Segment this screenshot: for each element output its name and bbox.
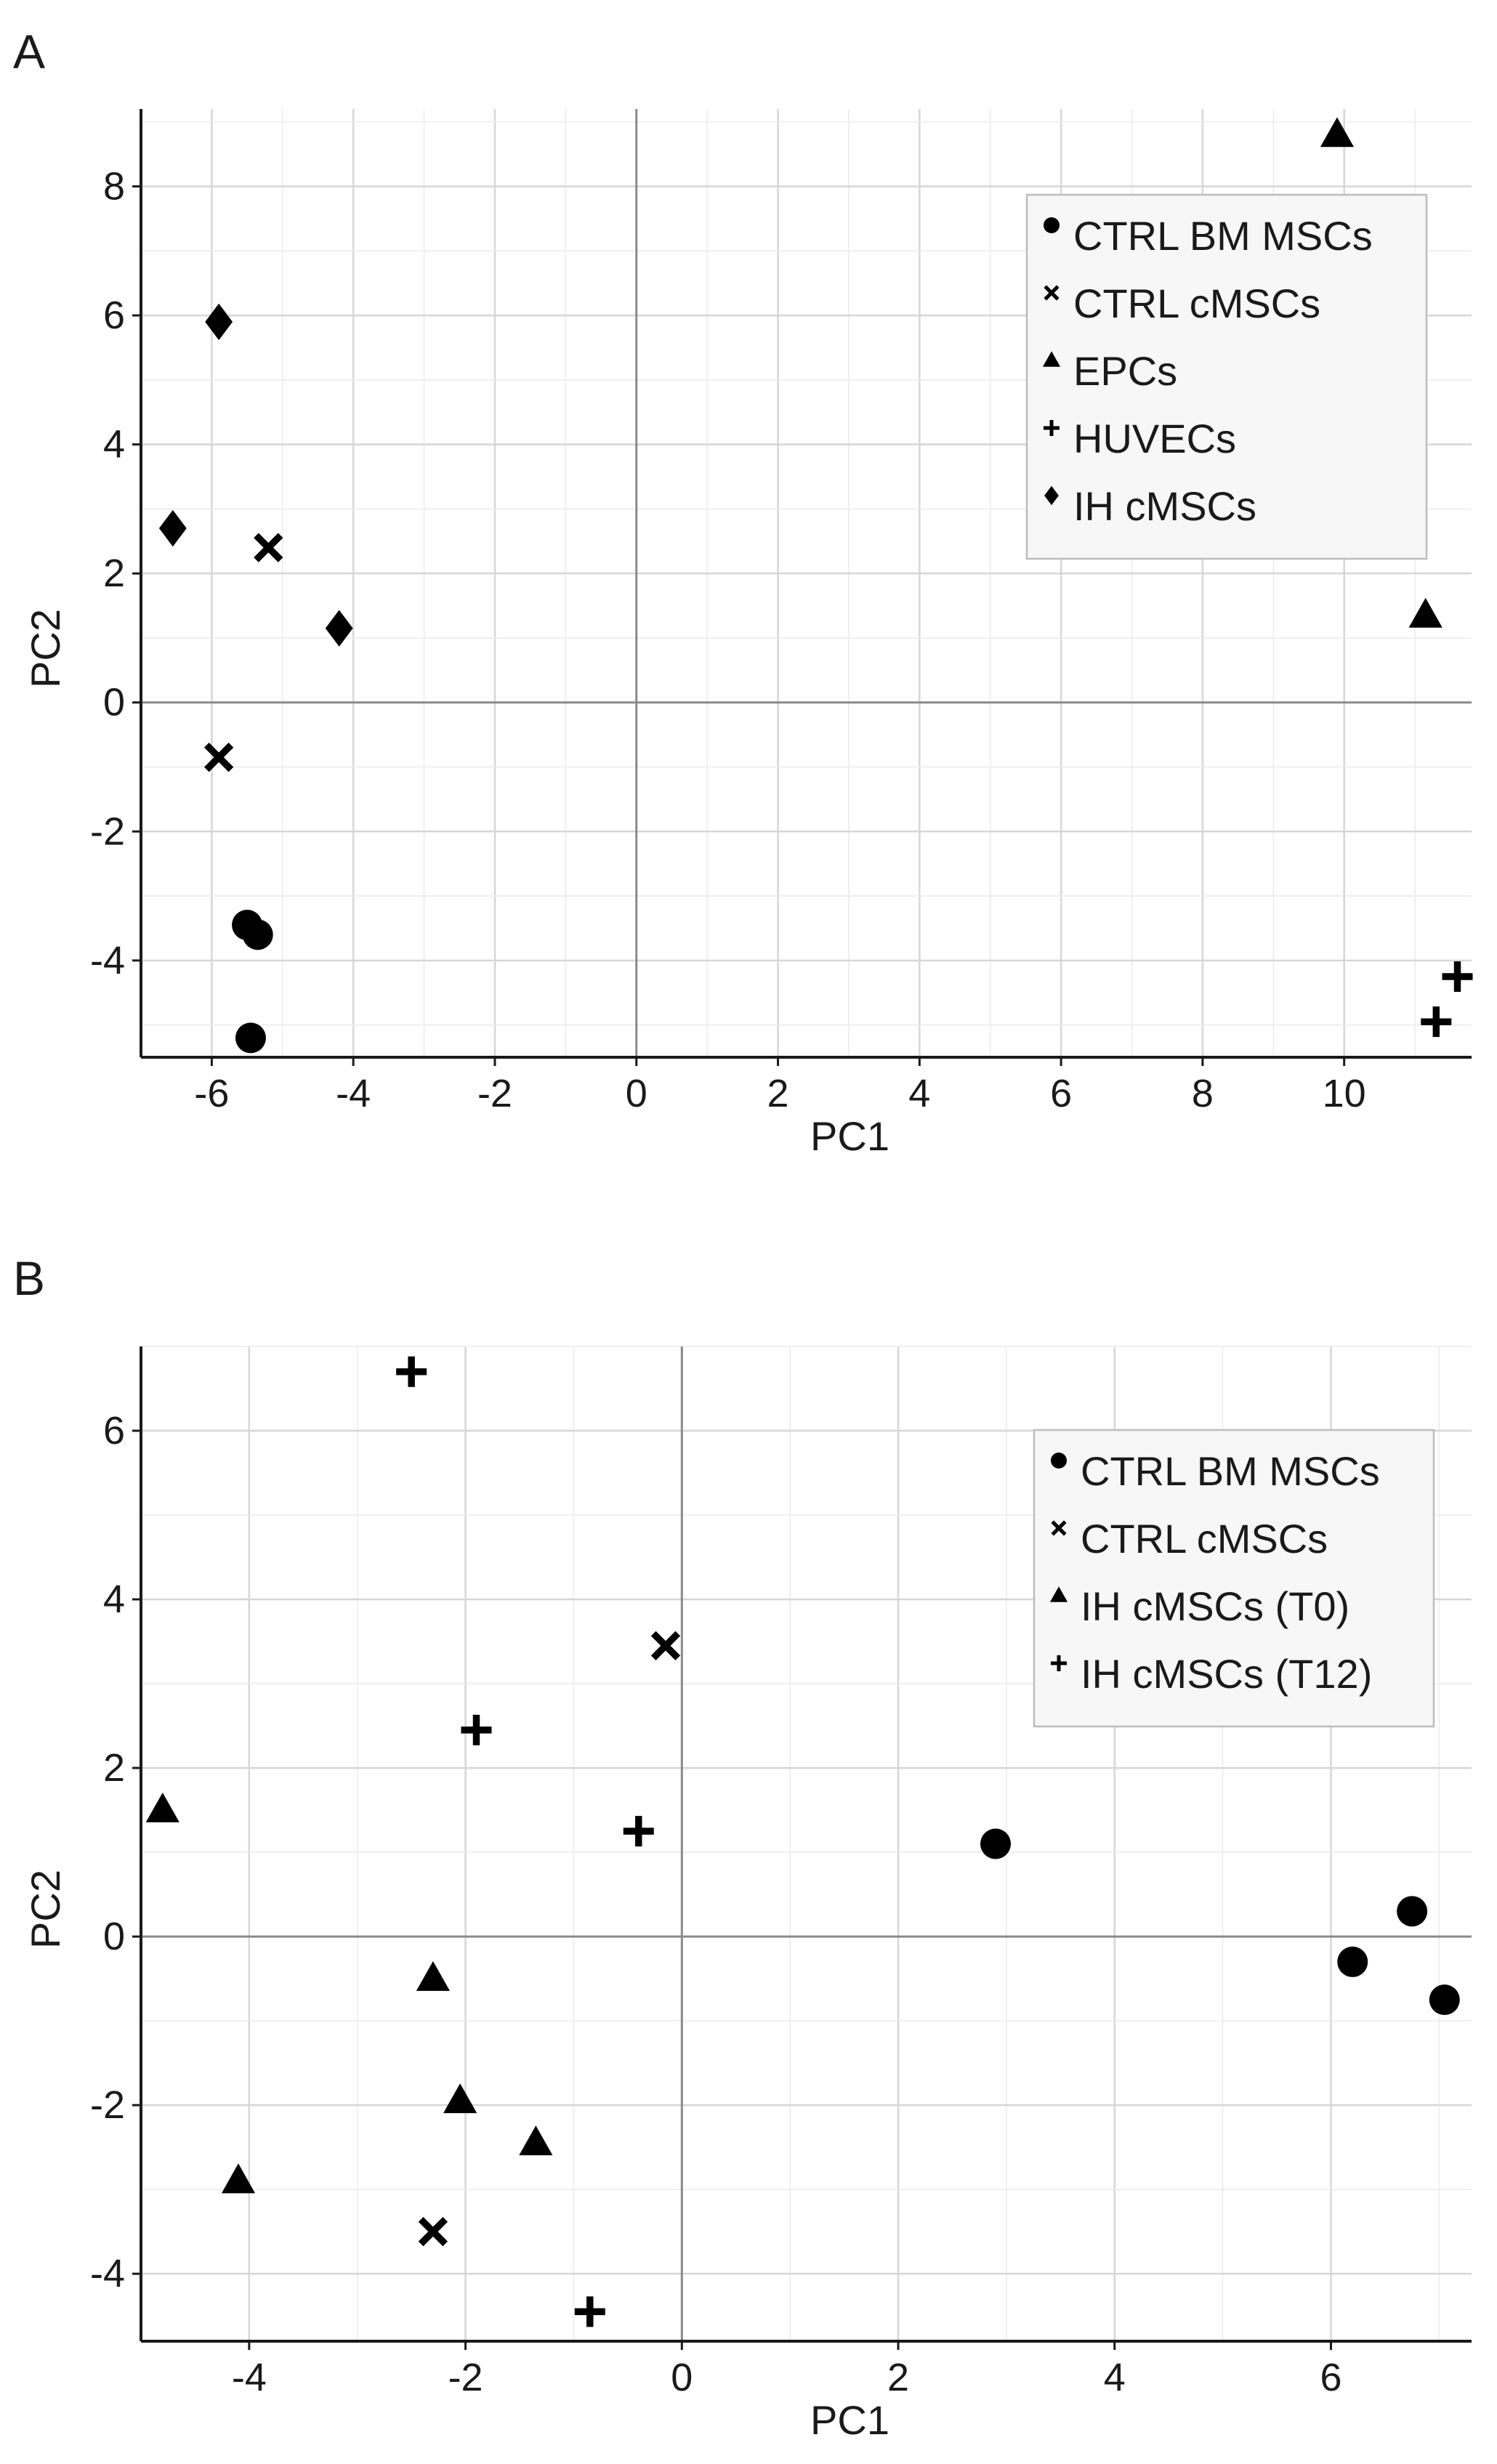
y-tick-label: 2 — [103, 552, 125, 595]
x-axis-label: PC1 — [810, 2397, 889, 2443]
x-tick-label: 10 — [1323, 1072, 1366, 1115]
x-tick-label: 8 — [1192, 1072, 1214, 1115]
point-triangle — [221, 2163, 256, 2194]
x-tick-label: 6 — [1320, 2356, 1341, 2399]
x-tick-label: 4 — [908, 1072, 930, 1115]
legend-marker-plus — [1044, 420, 1060, 436]
tick-labels: -4 -2 0 2 4 6 -4 -2 0 2 4 6 — [90, 1409, 1342, 2399]
tick-labels: -6 -4 -2 0 2 4 6 8 10 -4 -2 0 2 4 6 8 — [90, 165, 1366, 1115]
point-circle — [1337, 1946, 1368, 1977]
y-tick-label: -4 — [90, 939, 125, 982]
point-cross — [203, 743, 234, 772]
legend: CTRL BM MSCs CTRL cMSCs IH cMSCs (T0) IH cM… — [1033, 1429, 1435, 1728]
legend-marker-cross — [1044, 285, 1060, 301]
y-tick-label: -2 — [90, 809, 125, 853]
y-tick-label: 4 — [103, 1578, 125, 1621]
legend-marker-cross — [1051, 1520, 1067, 1536]
y-tick-label: 8 — [103, 165, 125, 209]
point-circle — [235, 1022, 266, 1054]
legend-marker-triangle — [1042, 351, 1061, 367]
x-tick-label: 0 — [671, 2356, 693, 2399]
point-triangle — [145, 1792, 179, 1822]
legend-label: IH cMSCs — [1073, 483, 1256, 529]
legend-box — [1033, 1429, 1435, 1728]
point-triangle — [519, 2125, 553, 2156]
point-plus — [1421, 1006, 1452, 1038]
x-tick-label: -4 — [336, 1072, 371, 1115]
point-plus — [1442, 961, 1473, 993]
legend-label: CTRL BM MSCs — [1073, 213, 1373, 259]
x-tick-label: -2 — [448, 2356, 483, 2399]
legend-marker-plus — [1051, 1655, 1067, 1671]
y-tick-label: -2 — [90, 2083, 125, 2127]
x-tick-label: 4 — [1104, 2356, 1126, 2399]
legend-label: CTRL cMSCs — [1073, 280, 1320, 326]
x-tick-label: 2 — [767, 1072, 789, 1115]
x-tick-label: -2 — [477, 1072, 512, 1115]
legend-label: IH cMSCs (T12) — [1081, 1651, 1372, 1697]
x-axis-label: PC1 — [810, 1113, 889, 1159]
y-tick-label: -4 — [90, 2252, 125, 2295]
y-axis-label: PC2 — [23, 609, 68, 688]
x-tick-label: 6 — [1050, 1072, 1072, 1115]
legend-marker-diamond — [1044, 485, 1059, 506]
legend-label: HUVECs — [1073, 416, 1236, 461]
point-cross — [254, 533, 283, 562]
y-axis-label: PC2 — [23, 1870, 68, 1949]
point-cross — [650, 1631, 681, 1661]
legend-marker-triangle — [1049, 1586, 1068, 1602]
point-diamond — [325, 610, 353, 647]
y-tick-label: 2 — [103, 1746, 125, 1790]
point-diamond — [158, 509, 187, 547]
point-circle — [1397, 1896, 1428, 1927]
point-diamond — [205, 303, 233, 341]
point-cross — [418, 2217, 448, 2247]
point-plus — [461, 1714, 492, 1745]
point-circle — [1429, 1984, 1460, 2016]
data-points — [145, 1356, 1460, 2327]
panel-label: B — [13, 1251, 45, 1305]
point-triangle — [416, 1960, 451, 1991]
y-tick-label: 6 — [103, 294, 125, 337]
y-tick-label: 0 — [103, 681, 125, 724]
point-plus — [623, 1816, 654, 1847]
point-triangle — [443, 2083, 477, 2114]
y-tick-label: 0 — [103, 1915, 125, 1958]
point-triangle — [1408, 597, 1442, 628]
x-tick-label: 2 — [887, 2356, 909, 2399]
point-circle — [242, 919, 273, 950]
x-tick-label: -4 — [232, 2356, 267, 2399]
legend-box — [1025, 193, 1428, 560]
x-tick-label: 0 — [626, 1072, 647, 1115]
legend-marker-circle — [1044, 217, 1060, 233]
legend: CTRL BM MSCs CTRL cMSCs EPCs HUVECs IH cMSCs — [1025, 193, 1428, 560]
x-tick-label: -6 — [194, 1072, 229, 1115]
legend-marker-circle — [1051, 1453, 1067, 1469]
point-circle — [980, 1828, 1012, 1859]
data-points — [158, 117, 1473, 1054]
y-tick-label: 6 — [103, 1409, 125, 1453]
panel-label: A — [13, 25, 45, 78]
legend-label: CTRL cMSCs — [1081, 1516, 1328, 1562]
legend-label: CTRL BM MSCs — [1081, 1448, 1380, 1494]
y-tick-label: 4 — [103, 423, 125, 466]
point-triangle — [1320, 117, 1355, 148]
legend-label: IH cMSCs (T0) — [1081, 1583, 1349, 1629]
point-plus — [574, 2296, 605, 2327]
point-plus — [396, 1356, 427, 1387]
legend-label: EPCs — [1073, 348, 1177, 394]
panel-a: A -6 -4 -2 0 2 4 6 8 10 -4 -2 0 2 4 6 8 PC1 PC2 CTRL BM MSC… — [13, 25, 1473, 1159]
